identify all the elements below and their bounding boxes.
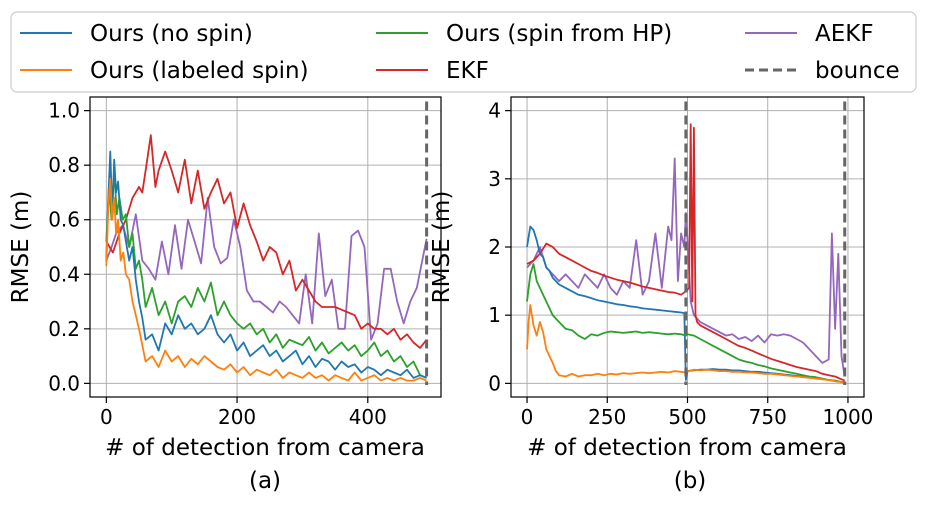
x-tick-label: 1000 <box>823 405 874 429</box>
x-axis-label: # of detection from camera <box>527 435 847 461</box>
panel-b: 0 250 500 750 1000 0 1 2 3 4 # of detection from c… <box>429 96 874 494</box>
x-tick-label: 250 <box>588 405 626 429</box>
y-tick-label: 0.0 <box>48 371 80 395</box>
series-line-ekf <box>105 134 428 349</box>
legend-label-ekf: EKF <box>446 58 489 84</box>
x-tick-label: 500 <box>668 405 706 429</box>
y-tick-label: 2 <box>488 235 501 259</box>
series-line-ours_no_spin <box>105 150 427 379</box>
y-tick-label: 0.2 <box>48 317 80 341</box>
legend-label-aekf: AEKF <box>815 21 874 47</box>
x-tick-label: 0 <box>100 405 113 429</box>
legend-label-bounce: bounce <box>815 58 900 84</box>
y-axis-label: RMSE (m) <box>429 191 455 304</box>
x-tick-label: 0 <box>521 405 534 429</box>
panel-caption: (b) <box>674 468 707 494</box>
x-tick-label: 400 <box>349 405 387 429</box>
y-tick-label: 0.4 <box>48 262 80 286</box>
y-tick-label: 0 <box>488 371 501 395</box>
x-axis-label: # of detection from camera <box>105 435 425 461</box>
series-line-aekf <box>105 197 428 341</box>
y-tick-label: 1.0 <box>48 99 80 123</box>
y-tick-label: 0.8 <box>48 153 80 177</box>
series-line-ours_labeled <box>526 304 845 384</box>
y-tick-label: 1 <box>488 303 501 327</box>
series-line-ours_spin_hp <box>526 263 845 384</box>
series-line-aekf <box>526 157 846 377</box>
plot-frame <box>89 96 442 398</box>
y-tick-label: 4 <box>488 99 501 123</box>
panel-caption: (a) <box>249 468 281 494</box>
x-tick-label: 200 <box>218 405 256 429</box>
legend-label-ours_spin_hp: Ours (spin from HP) <box>446 21 672 47</box>
panel-a: 0 200 400 0.0 0.2 0.4 0.6 0.8 1.0 # of detection … <box>8 96 442 494</box>
series-line-ekf <box>526 123 846 382</box>
legend-frame <box>10 11 917 93</box>
y-tick-label: 0.6 <box>48 208 80 232</box>
series-line-ours_labeled <box>105 177 427 382</box>
y-tick-label: 3 <box>488 167 501 191</box>
x-tick-label: 750 <box>749 405 787 429</box>
y-axis-label: RMSE (m) <box>8 191 34 304</box>
series-line-ours_spin_hp <box>105 169 427 379</box>
legend-label-ours_no_spin: Ours (no spin) <box>90 21 253 47</box>
legend-label-ours_labeled: Ours (labeled spin) <box>90 58 309 84</box>
legend: Ours (no spin) Ours (spin from HP) AEKF Our… <box>10 11 917 93</box>
